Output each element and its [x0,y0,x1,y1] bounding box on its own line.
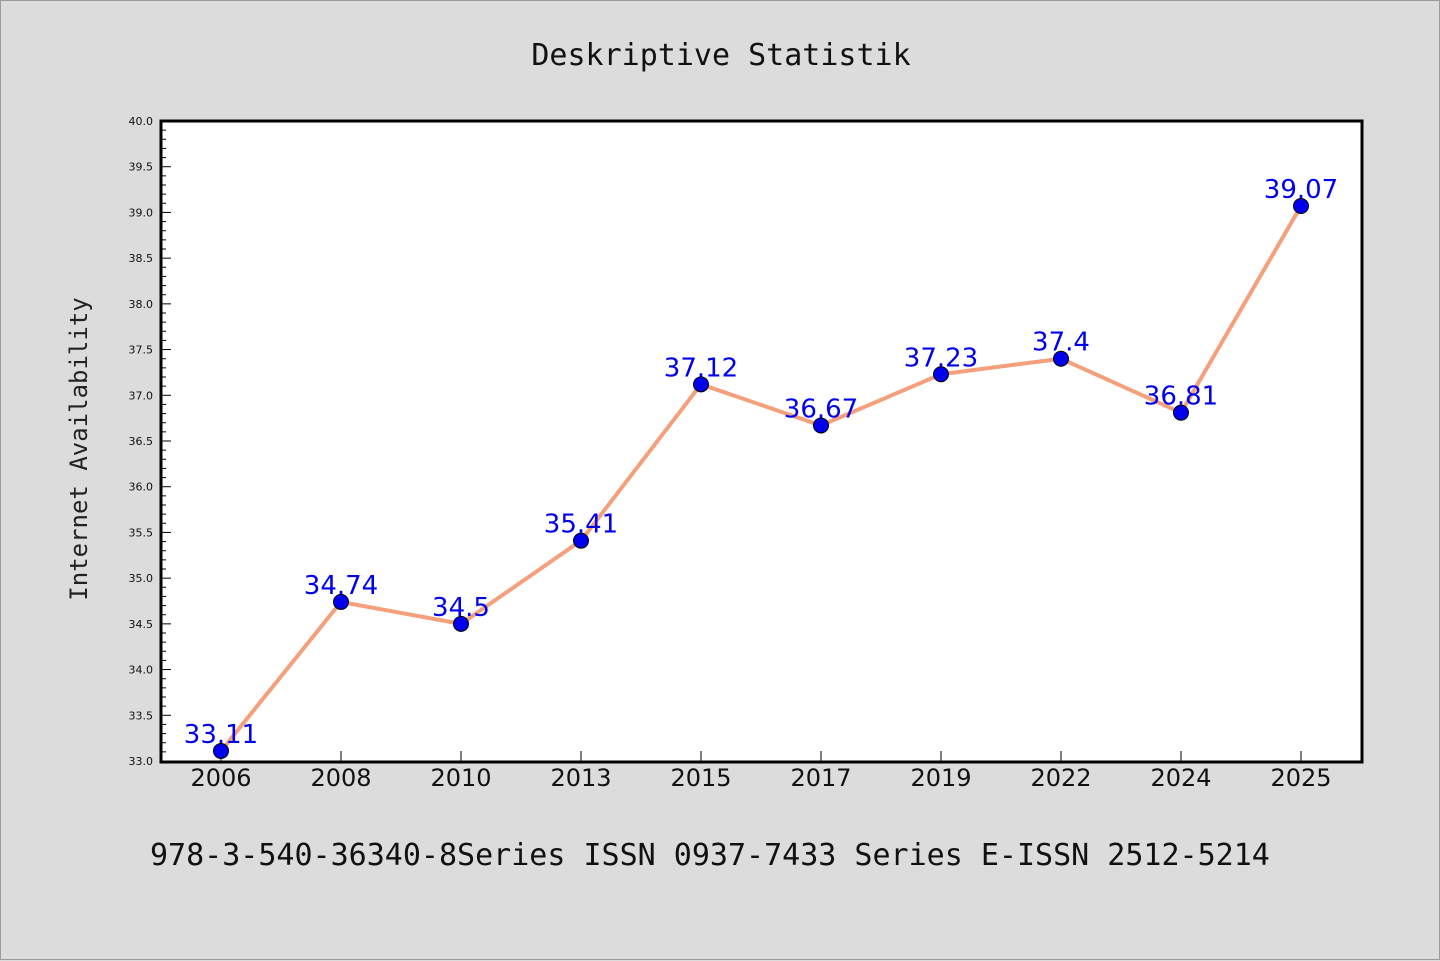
y-tick-label: 33.0 [129,755,154,768]
x-axis: 2006 2008 2010 2013 2015 2017 2019 2022 2024 2025 [190,751,1332,792]
y-tick-label: 35.5 [129,526,154,539]
y-tick-label: 37.0 [129,389,154,402]
x-tick-label: 2025 [1270,764,1331,792]
series-markers [213,198,1309,759]
x-tick-label: 2015 [670,764,731,792]
y-tick-label: 36.0 [129,481,154,494]
data-label: 34.74 [304,571,378,601]
plot-area [159,119,1364,764]
data-point [1053,350,1069,367]
y-tick-label: 33.5 [129,709,154,722]
data-label: 39.07 [1264,175,1338,205]
x-tick-label: 2006 [190,764,251,792]
data-point [573,532,589,549]
data-label: 37.12 [664,353,738,383]
data-point [333,593,349,610]
x-tick-label: 2022 [1030,764,1091,792]
data-point [1173,404,1189,421]
y-axis-label: Internet Availability [65,297,93,600]
x-tick-label: 2008 [310,764,371,792]
data-label: 34.5 [432,593,490,623]
data-label: 33.11 [184,720,258,750]
chart-title: Deskriptive Statistik [531,38,910,73]
data-label: 37.23 [904,343,978,373]
y-tick-label: 39.5 [129,161,154,174]
y-tick-label: 39.0 [129,206,154,219]
y-axis: 33.0 33.5 34.0 34.5 35.0 35.5 36.0 36.5 37.0 37.5… [129,115,171,768]
data-label: 36.67 [784,394,858,424]
footer-text: 978-3-540-36340-8Series ISSN 0937-7433 S… [150,838,1270,873]
data-point [693,376,709,393]
data-label: 36.81 [1144,382,1218,412]
y-tick-label: 35.0 [129,572,154,585]
y-tick-label: 34.5 [129,618,154,631]
y-tick-label: 34.0 [129,664,154,677]
series-polyline [219,204,1303,753]
x-tick-label: 2017 [790,764,851,792]
x-tick-label: 2024 [1150,764,1211,792]
x-tick-label: 2019 [910,764,971,792]
x-tick-label: 2013 [550,764,611,792]
x-tick-label: 2010 [430,764,491,792]
y-tick-label: 37.5 [129,344,154,357]
data-point [813,417,829,434]
y-tick-label: 36.5 [129,435,154,448]
data-point [213,742,229,759]
series-line [219,204,1303,753]
data-label: 37.4 [1032,328,1090,358]
y-tick-label: 38.0 [129,298,154,311]
data-point [1293,198,1309,215]
y-tick-label: 40.0 [129,115,154,128]
data-point [453,615,469,632]
data-labels: 33.11 34.74 34.5 35.41 37.12 36.67 37.23 37.4 36… [184,175,1338,750]
data-label: 35.41 [544,510,618,540]
data-point [933,366,949,383]
y-tick-label: 38.5 [129,252,154,265]
